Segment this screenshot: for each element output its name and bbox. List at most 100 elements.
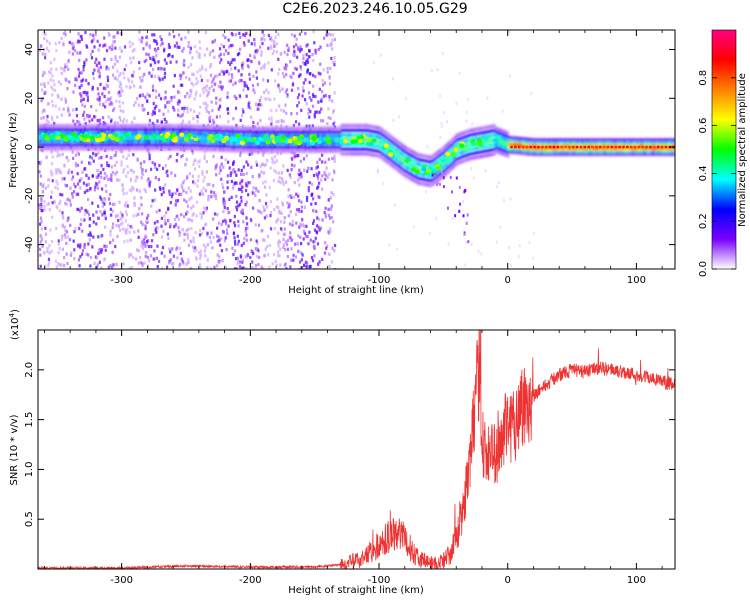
- heatmap-cell: [129, 238, 132, 242]
- heatmap-cell: [65, 155, 68, 160]
- heatmap-cell: [227, 148, 229, 152]
- heatmap-cell: [39, 216, 43, 220]
- heatmap-cell: [345, 142, 348, 147]
- heatmap-cell: [197, 178, 200, 183]
- heatmap-cell: [273, 97, 276, 101]
- heatmap-cell: [127, 77, 130, 81]
- heatmap-cell: [309, 130, 312, 134]
- heatmap-cell: [113, 128, 115, 132]
- heatmap-cell: [255, 163, 259, 167]
- heatmap-cell: [76, 51, 79, 55]
- heatmap-cell: [102, 124, 105, 128]
- heatmap-cell: [66, 86, 69, 91]
- heatmap-cell: [179, 77, 182, 81]
- heatmap-cell: [97, 216, 101, 220]
- heatmap-cell: [188, 135, 190, 139]
- heatmap-cell: [176, 198, 180, 203]
- heatmap-cell: [305, 145, 308, 149]
- heatmap-cell: [305, 124, 308, 128]
- heatmap-cell: [228, 210, 231, 214]
- heatmap-cell: [301, 138, 304, 142]
- heatmap-cell: [152, 55, 155, 60]
- heatmap-cell: [195, 50, 199, 54]
- heatmap-cell: [289, 145, 291, 149]
- heatmap-cell: [331, 246, 334, 250]
- heatmap-cell: [263, 216, 266, 220]
- heatmap-cell: [170, 128, 173, 132]
- heatmap-cell: [199, 46, 202, 51]
- heatmap-cell: [376, 135, 379, 139]
- heatmap-cell: [232, 147, 235, 151]
- heatmap-cell: [191, 56, 194, 60]
- heatmap-cell: [68, 199, 71, 203]
- heatmap-cell: [155, 95, 158, 99]
- heatmap-cell: [201, 132, 204, 136]
- heatmap-cell: [198, 233, 202, 237]
- heatmap-cell: [248, 126, 250, 130]
- heatmap-cell: [232, 145, 235, 149]
- heatmap-cell: [39, 182, 42, 186]
- heatmap-cell: [231, 58, 234, 62]
- heatmap-cell: [151, 139, 153, 143]
- heatmap-cell: [122, 139, 124, 143]
- heatmap-cell: [184, 124, 186, 128]
- heatmap-cell: [301, 149, 304, 153]
- heatmap-cell: [170, 131, 173, 136]
- heatmap-cell: [91, 131, 94, 136]
- heatmap-cell: [159, 35, 162, 39]
- heatmap-cell: [260, 134, 262, 138]
- heatmap-cell: [328, 128, 331, 132]
- heatmap-cell: [38, 170, 41, 174]
- heatmap-cell: [329, 126, 331, 130]
- heatmap-cell: [283, 50, 286, 54]
- heatmap-cell: [93, 147, 96, 151]
- heatmap-cell: [181, 139, 183, 143]
- heatmap-cell: [250, 149, 252, 153]
- heatmap-cell: [120, 139, 122, 143]
- heatmap-cell: [264, 162, 268, 167]
- heatmap-cell: [109, 156, 112, 160]
- heatmap-cell: [363, 138, 365, 142]
- heatmap-cell: [106, 163, 109, 167]
- heatmap-cell: [312, 58, 315, 63]
- heatmap-cell: [49, 124, 51, 128]
- heatmap-cell: [305, 130, 308, 134]
- heatmap-cell: [85, 58, 88, 62]
- heatmap-cell: [95, 63, 98, 68]
- heatmap-cell: [289, 134, 291, 138]
- heatmap-cell: [87, 176, 90, 180]
- heatmap-cell: [307, 107, 310, 111]
- heatmap-cell: [229, 144, 231, 149]
- heatmap-cell: [334, 141, 336, 146]
- heatmap-cell: [105, 143, 108, 147]
- heatmap-cell: [269, 138, 272, 142]
- heatmap-cell: [67, 124, 70, 128]
- heatmap-cell: [153, 249, 156, 253]
- heatmap-cell: [212, 77, 215, 81]
- heatmap-cell: [152, 101, 155, 106]
- heatmap-cell: [58, 143, 61, 147]
- heatmap-cell: [121, 128, 123, 132]
- heatmap-cell: [83, 143, 85, 147]
- heatmap-cell: [234, 170, 237, 174]
- heatmap-cell: [77, 147, 79, 151]
- heatmap-cell: [221, 182, 224, 186]
- heatmap-cell: [199, 105, 202, 109]
- heatmap-cell: [111, 73, 115, 77]
- heatmap-cell: [205, 128, 208, 133]
- heatmap-cell: [114, 128, 116, 132]
- heatmap-cell: [87, 233, 90, 237]
- heatmap-cell: [297, 101, 301, 105]
- heatmap-cell: [210, 267, 213, 269]
- heatmap-cell: [167, 124, 170, 128]
- heatmap-cell: [471, 122, 474, 126]
- heatmap-cell: [156, 147, 158, 151]
- heatmap-cell: [291, 145, 293, 149]
- heatmap-cell: [299, 138, 301, 142]
- heatmap-cell: [208, 125, 211, 129]
- heatmap-cell: [134, 124, 137, 128]
- heatmap-cell: [242, 88, 245, 92]
- heatmap-cell: [215, 164, 218, 168]
- heatmap-cell: [458, 71, 461, 75]
- heatmap-cell: [467, 98, 470, 102]
